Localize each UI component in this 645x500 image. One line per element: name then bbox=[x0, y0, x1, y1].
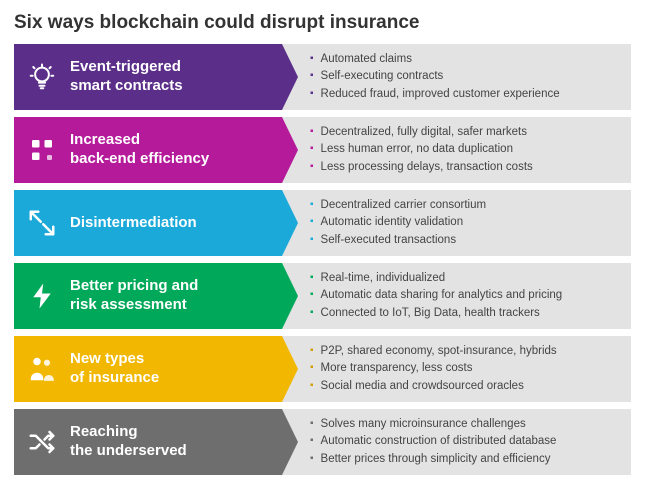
bullet-item: Decentralized carrier consortium bbox=[310, 197, 486, 214]
bullet-item: Less human error, no data duplication bbox=[310, 141, 533, 158]
bullet-item: Automatic identity validation bbox=[310, 214, 486, 231]
label-block: New typesof insurance bbox=[14, 336, 282, 402]
row-label: Event-triggeredsmart contracts bbox=[70, 58, 183, 96]
bullet-item: Social media and crowdsourced oracles bbox=[310, 378, 557, 395]
bullet-list: Real-time, individualizedAutomatic data … bbox=[310, 270, 562, 322]
bullet-list: P2P, shared economy, spot-insurance, hyb… bbox=[310, 343, 557, 395]
bullet-list: Solves many microinsurance challengesAut… bbox=[310, 416, 556, 468]
bullet-item: Self-executing contracts bbox=[310, 68, 560, 85]
label-block: Event-triggeredsmart contracts bbox=[14, 44, 282, 110]
bullets-block: Automated claimsSelf-executing contracts… bbox=[282, 44, 631, 110]
row-label: Increasedback-end efficiency bbox=[70, 131, 209, 169]
bullet-item: Automatic construction of distributed da… bbox=[310, 433, 556, 450]
bullet-item: Automated claims bbox=[310, 51, 560, 68]
label-block: Disintermediation bbox=[14, 190, 282, 256]
bolt-icon bbox=[14, 281, 70, 311]
bullet-item: Better prices through simplicity and eff… bbox=[310, 451, 556, 468]
bullet-item: Solves many microinsurance challenges bbox=[310, 416, 556, 433]
row: Better pricing andrisk assessment Real-ti… bbox=[14, 263, 631, 329]
bullet-item: Automatic data sharing for analytics and… bbox=[310, 287, 562, 304]
row: Increasedback-end efficiency Decentralize… bbox=[14, 117, 631, 183]
row-label: New typesof insurance bbox=[70, 350, 159, 388]
bullets-block: Solves many microinsurance challengesAut… bbox=[282, 409, 631, 475]
bullet-item: Real-time, individualized bbox=[310, 270, 562, 287]
row: Disintermediation Decentralized carrier c… bbox=[14, 190, 631, 256]
bullet-item: Self-executed transactions bbox=[310, 232, 486, 249]
row: Event-triggeredsmart contracts Automated … bbox=[14, 44, 631, 110]
label-block: Increasedback-end efficiency bbox=[14, 117, 282, 183]
rows-container: Event-triggeredsmart contracts Automated … bbox=[14, 44, 631, 475]
row: Reachingthe underserved Solves many micro… bbox=[14, 409, 631, 475]
bullet-item: Less processing delays, transaction cost… bbox=[310, 159, 533, 176]
bullets-block: Real-time, individualizedAutomatic data … bbox=[282, 263, 631, 329]
bullets-block: Decentralized carrier consortiumAutomati… bbox=[282, 190, 631, 256]
bullet-item: Reduced fraud, improved customer experie… bbox=[310, 86, 560, 103]
bullet-list: Decentralized carrier consortiumAutomati… bbox=[310, 197, 486, 249]
label-block: Better pricing andrisk assessment bbox=[14, 263, 282, 329]
shrink-icon bbox=[14, 208, 70, 238]
bullet-item: Connected to IoT, Big Data, health track… bbox=[310, 305, 562, 322]
bulb-icon bbox=[14, 62, 70, 92]
people-icon bbox=[14, 354, 70, 384]
page-title: Six ways blockchain could disrupt insura… bbox=[14, 12, 631, 34]
bullets-block: P2P, shared economy, spot-insurance, hyb… bbox=[282, 336, 631, 402]
bullet-list: Automated claimsSelf-executing contracts… bbox=[310, 51, 560, 103]
shuffle-icon bbox=[14, 427, 70, 457]
bullet-list: Decentralized, fully digital, safer mark… bbox=[310, 124, 533, 176]
row-label: Disintermediation bbox=[70, 214, 197, 233]
grid-icon bbox=[14, 135, 70, 165]
bullets-block: Decentralized, fully digital, safer mark… bbox=[282, 117, 631, 183]
bullet-item: More transparency, less costs bbox=[310, 360, 557, 377]
row: New typesof insurance P2P, shared economy… bbox=[14, 336, 631, 402]
bullet-item: P2P, shared economy, spot-insurance, hyb… bbox=[310, 343, 557, 360]
row-label: Better pricing andrisk assessment bbox=[70, 277, 198, 315]
row-label: Reachingthe underserved bbox=[70, 423, 187, 461]
label-block: Reachingthe underserved bbox=[14, 409, 282, 475]
bullet-item: Decentralized, fully digital, safer mark… bbox=[310, 124, 533, 141]
